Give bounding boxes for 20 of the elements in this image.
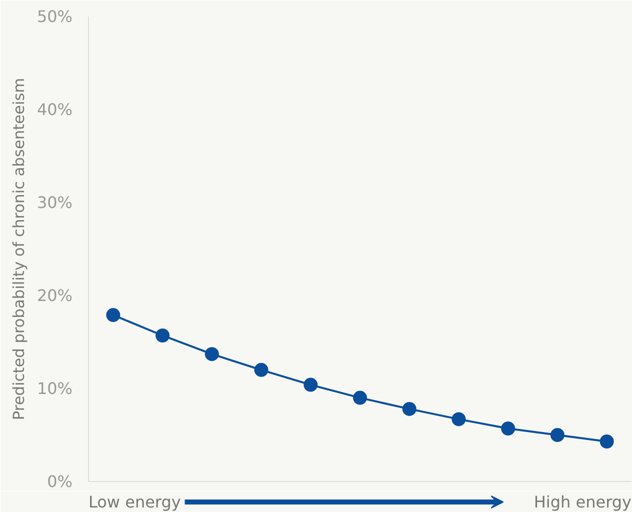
point (204, 347, 219, 362)
point (254, 362, 268, 377)
y-axis-title: Predicted probability of chronic absenteeism (10, 78, 28, 420)
y-tick-label: 20% (36, 286, 72, 305)
text: Low energy (88, 492, 181, 512)
text: High energy (534, 492, 632, 512)
point (402, 402, 416, 416)
y-tick-label: 30% (36, 193, 72, 212)
point (304, 378, 318, 392)
y-tick-label: 50% (36, 7, 72, 26)
y-tick-label: 10% (36, 379, 72, 398)
point (156, 328, 170, 342)
point (353, 390, 367, 405)
point (106, 308, 120, 322)
y-tick-label: 40% (36, 100, 72, 119)
point (550, 428, 564, 442)
point (600, 434, 614, 448)
point (452, 412, 466, 426)
y-tick-label: 0% (47, 472, 73, 491)
point (501, 422, 516, 436)
